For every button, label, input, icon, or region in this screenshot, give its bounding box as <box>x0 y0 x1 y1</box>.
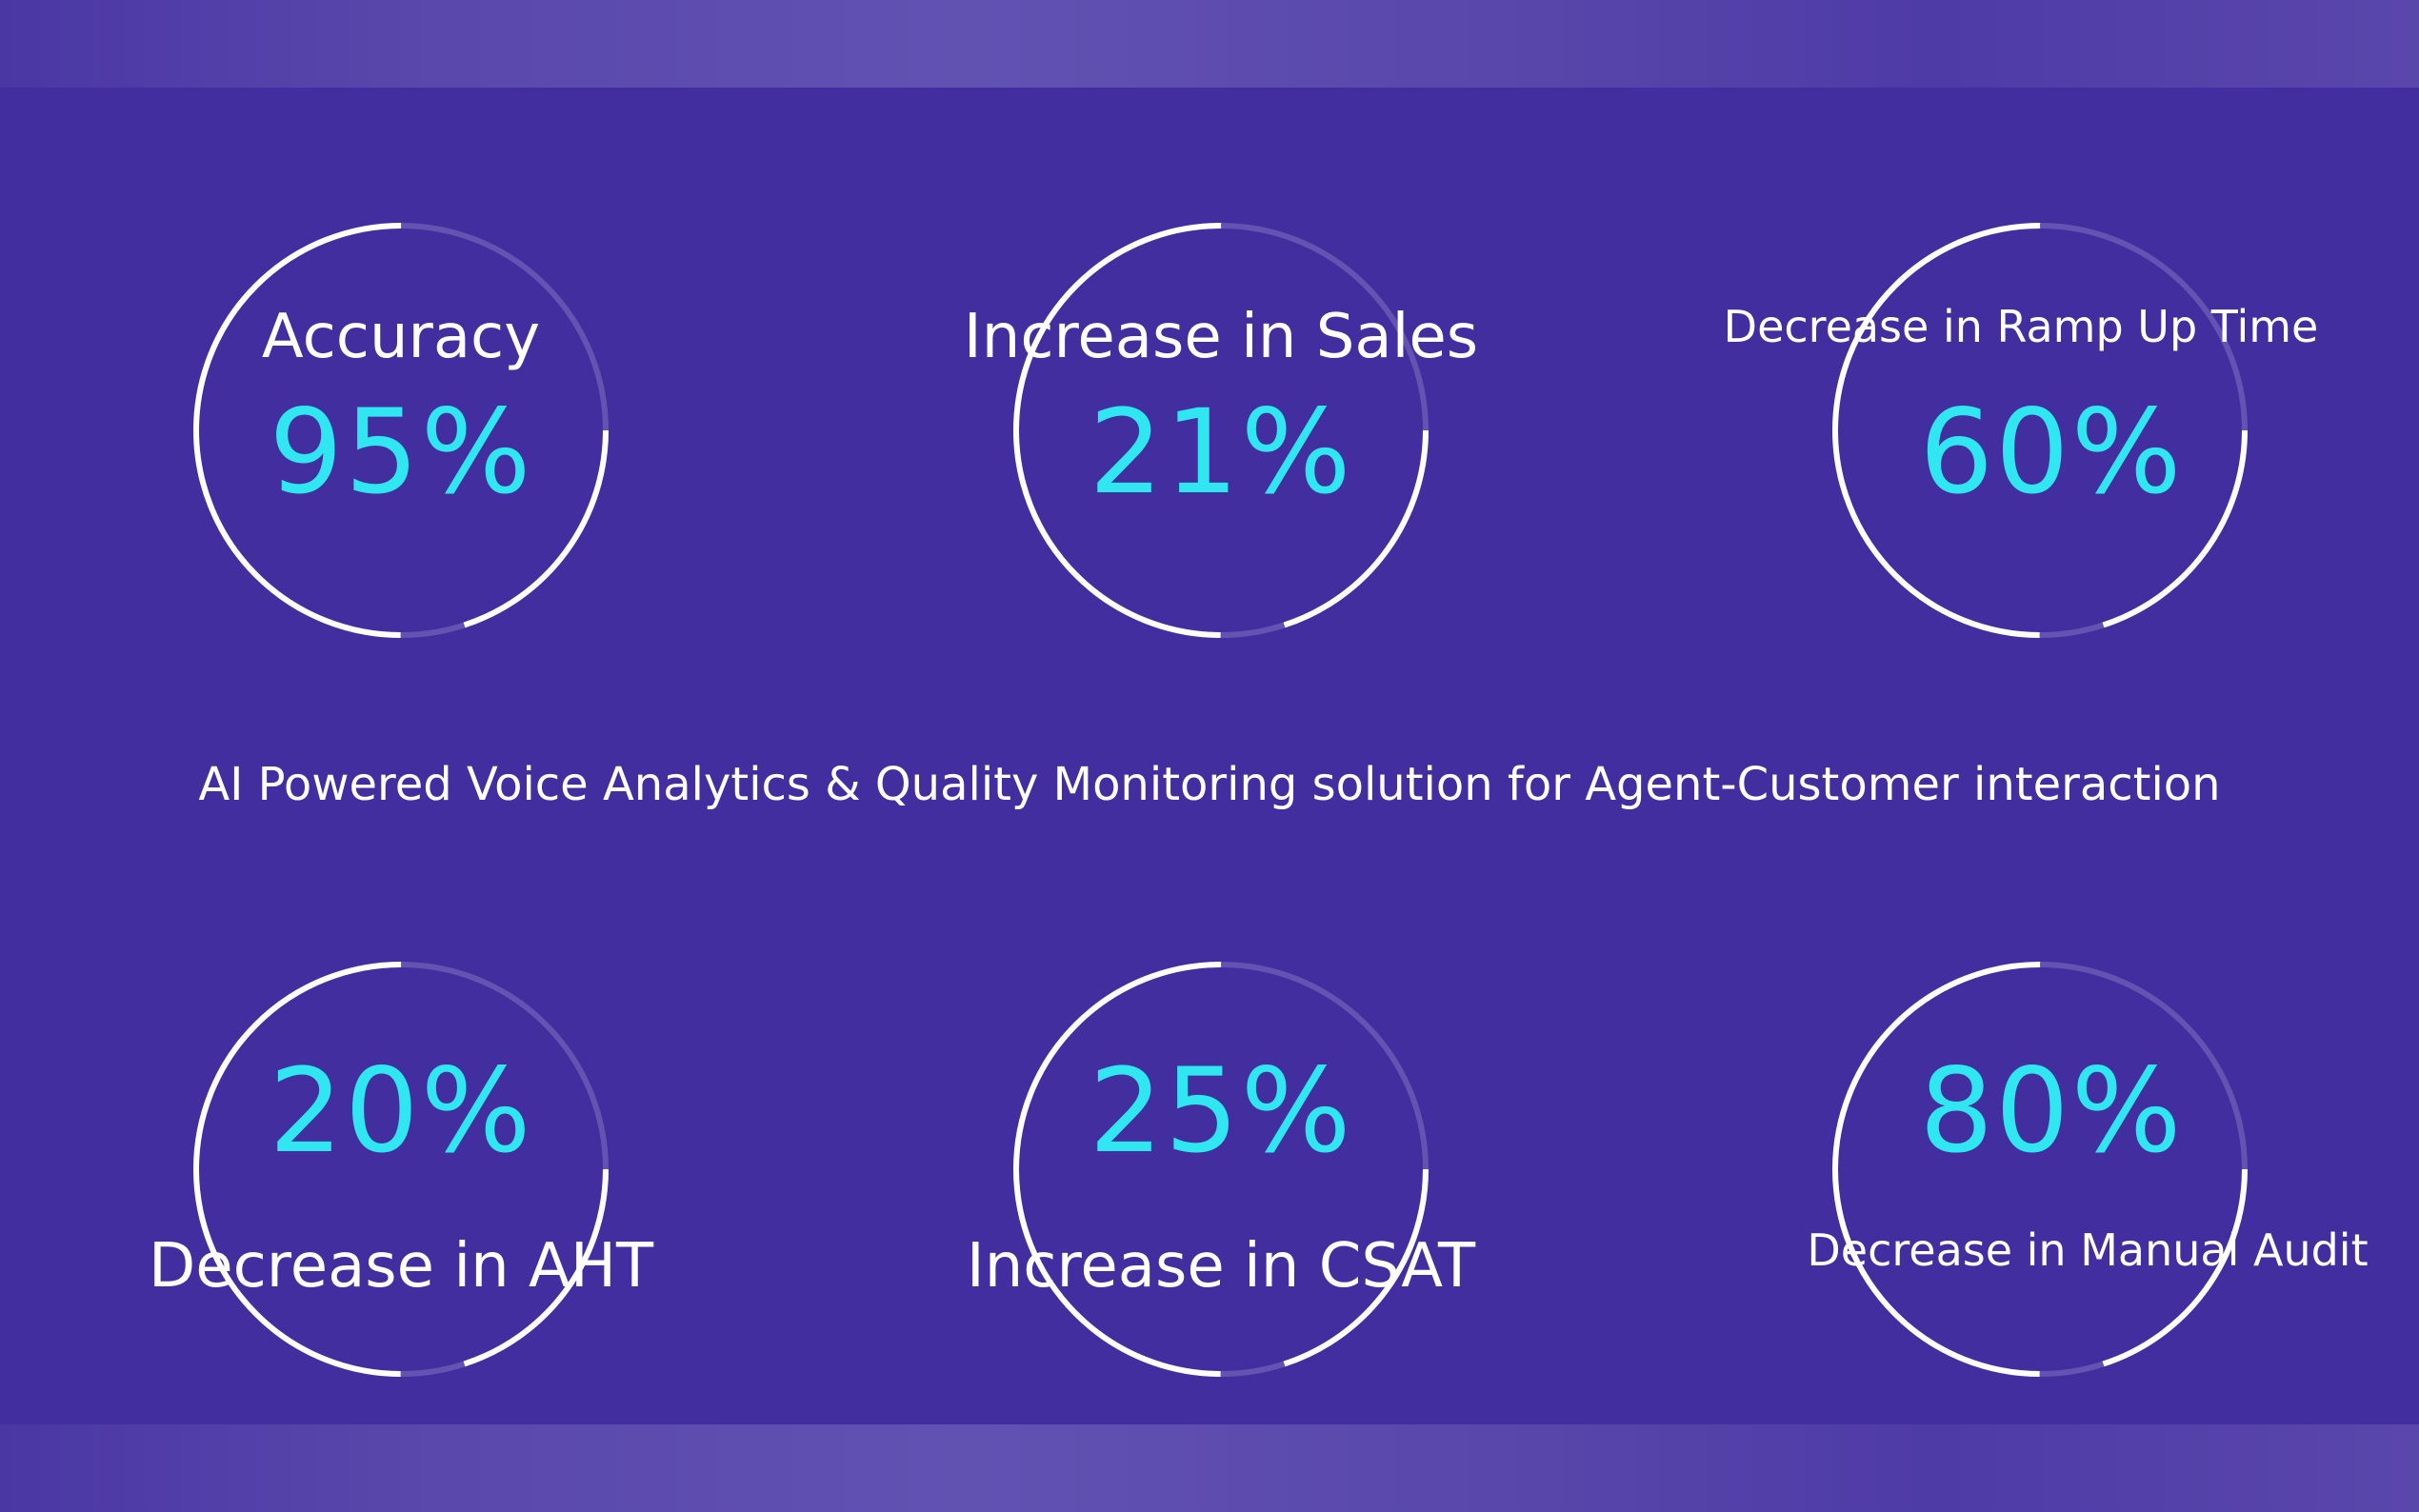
stat-decrease-in-aht: 20% Decrease in AHT <box>149 960 653 1379</box>
stat-value: 60% <box>1919 385 2184 520</box>
stat-increase-in-csat: 25% Increase in CSAT <box>967 960 1475 1379</box>
stat-value: 80% <box>1919 1044 2184 1179</box>
stat-label: Accuracy <box>261 302 541 372</box>
stat-decrease-in-manual-audit: 80% Decrease in Manual Audit <box>1807 960 2369 1379</box>
bottom-banner <box>0 1424 2419 1512</box>
stat-value: 95% <box>269 385 533 520</box>
ring-icon <box>1013 962 1429 1377</box>
stat-accuracy: Accuracy 95% <box>191 221 610 640</box>
stat-label: Decrease in Manual Audit <box>1807 1224 2369 1276</box>
stat-decrease-in-ramp-up-time: Decrease in Ramp Up Time 60% <box>1724 221 2318 640</box>
stat-label: Increase in CSAT <box>966 1231 1476 1302</box>
stat-increase-in-sales: Increase in Sales 21% <box>964 221 1478 640</box>
ring-icon <box>193 223 609 638</box>
top-banner <box>0 0 2419 88</box>
stat-value: 21% <box>1089 385 1353 520</box>
stat-label: Decrease in AHT <box>148 1231 654 1302</box>
ring-icon <box>193 962 609 1377</box>
stat-value: 20% <box>269 1044 533 1179</box>
ring-icon <box>1013 223 1429 638</box>
stat-label: Decrease in Ramp Up Time <box>1723 301 2319 352</box>
stat-label: Increase in Sales <box>963 302 1479 372</box>
ring-icon <box>1832 223 2248 638</box>
ring-icon <box>1832 962 2248 1377</box>
tagline: AI Powered Voice Analytics & Quality Mon… <box>198 758 2221 811</box>
stat-value: 25% <box>1089 1044 1353 1179</box>
